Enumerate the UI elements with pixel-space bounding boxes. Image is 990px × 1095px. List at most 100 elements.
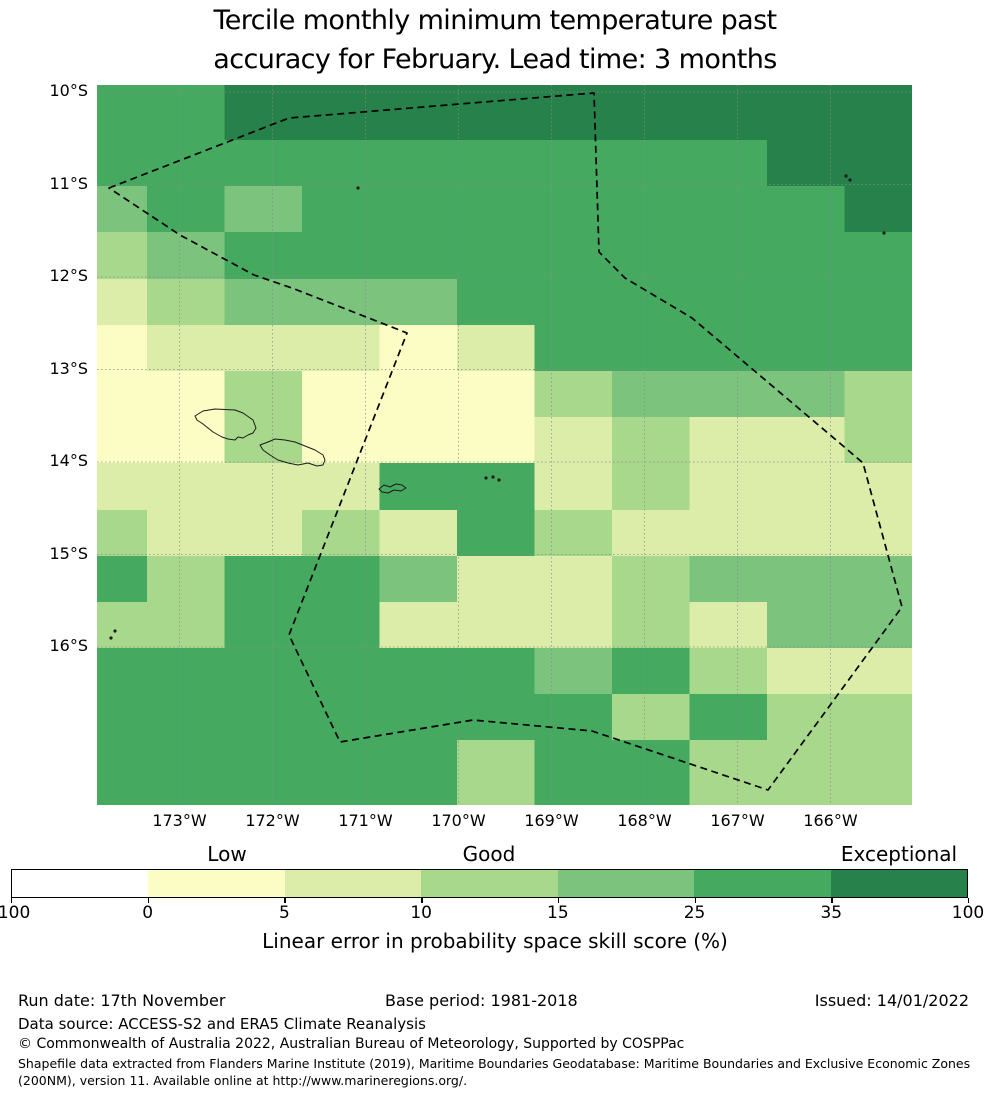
colorbar-tick-mark (284, 898, 286, 903)
footer-shapefile-note-line1: Shapefile data extracted from Flanders M… (18, 1056, 971, 1071)
grid-cell (302, 556, 380, 602)
grid-cell (97, 556, 147, 602)
grid-cell (97, 602, 147, 648)
grid-cell (97, 510, 147, 556)
grid-cell (97, 740, 147, 805)
grid-cell (534, 648, 612, 694)
small-islet-mark (497, 478, 501, 482)
grid-cell (534, 325, 612, 371)
grid-cell (767, 417, 845, 463)
grid-cell (689, 694, 767, 740)
y-tick-label: 16°S (49, 636, 88, 655)
grid-cell (612, 602, 690, 648)
grid-cell (844, 417, 912, 463)
grid-cell (379, 279, 457, 325)
grid-cell (689, 232, 767, 279)
grid-cell (379, 325, 457, 371)
grid-cell (534, 232, 612, 279)
grid-cell (302, 232, 380, 279)
x-tick-label: 172°W (245, 811, 300, 830)
grid-cell (534, 140, 612, 186)
grid-cell (534, 694, 612, 740)
grid-cell (379, 694, 457, 740)
grid-cell (457, 556, 535, 602)
grid-cell (844, 602, 912, 648)
grid-cell (844, 556, 912, 602)
grid-cell (302, 279, 380, 325)
grid-cell (147, 186, 225, 232)
eez-dashed-boundary (108, 92, 903, 791)
colorbar-tick-mark (557, 898, 560, 903)
grid-cell (302, 325, 380, 371)
grid-cell (147, 556, 225, 602)
grid-cell (147, 740, 225, 805)
grid-cell (224, 740, 302, 805)
grid-cell (379, 556, 457, 602)
grid-cell (302, 85, 380, 140)
grid-cell (224, 510, 302, 556)
map-plot-area (97, 85, 912, 805)
grid-cell (224, 232, 302, 279)
grid-cell (612, 556, 690, 602)
grid-cell (97, 140, 147, 186)
small-islet-mark (109, 636, 113, 640)
grid-cell (224, 602, 302, 648)
x-tick-label: 171°W (338, 811, 393, 830)
grid-cell (534, 279, 612, 325)
x-tick-label: 173°W (152, 811, 207, 830)
grid-cell (844, 232, 912, 279)
grid-cell (302, 186, 380, 232)
grid-cell (534, 602, 612, 648)
small-islet-mark (356, 186, 360, 190)
grid-cell (767, 186, 845, 232)
grid-cell (147, 510, 225, 556)
grid-cell (379, 602, 457, 648)
colorbar-tick-label: -100 (0, 903, 31, 923)
grid-cell (844, 371, 912, 417)
grid-cell (97, 694, 147, 740)
grid-cell (457, 602, 535, 648)
footer-run-date: Run date: 17th November (18, 991, 226, 1010)
footer-data-source: Data source: ACCESS-S2 and ERA5 Climate … (18, 1015, 426, 1033)
grid-cell (379, 232, 457, 279)
grid-cell (689, 556, 767, 602)
colorbar-tick-label: 15 (547, 903, 569, 923)
colorbar-segment (694, 870, 831, 897)
grid-cell (302, 510, 380, 556)
footer-shapefile-note-line2: (200NM), version 11. Available online at… (18, 1073, 468, 1088)
grid-cell (224, 279, 302, 325)
small-islet-mark (113, 629, 117, 633)
title-line-1: Tercile monthly minimum temperature past (213, 5, 777, 36)
grid-cell (97, 417, 147, 463)
colorbar-segment (421, 870, 558, 897)
grid-cell (379, 186, 457, 232)
grid-cell (224, 85, 302, 140)
grid-cell (147, 325, 225, 371)
grid-cell (612, 648, 690, 694)
grid-cell (379, 371, 457, 417)
grid-cell (534, 417, 612, 463)
colorbar-segment (557, 870, 695, 897)
colorbar-label-good: Good (462, 842, 516, 866)
grid-cell (689, 740, 767, 805)
x-tick-label: 169°W (524, 811, 579, 830)
grid-cell (689, 417, 767, 463)
grid-cell (689, 140, 767, 186)
x-tick-label: 167°W (710, 811, 765, 830)
tutuila-island-outline (378, 483, 407, 494)
colorbar-tick-label: 0 (142, 903, 154, 923)
grid-cell (612, 140, 690, 186)
grid-cell (379, 648, 457, 694)
grid-cell (224, 648, 302, 694)
skill-heatmap-svg (97, 85, 912, 805)
grid-cell (147, 694, 225, 740)
savaii-island-outline (194, 408, 257, 441)
grid-cell (379, 85, 457, 140)
grid-cell (379, 140, 457, 186)
y-tick-label: 12°S (49, 266, 88, 285)
grid-cell (457, 186, 535, 232)
grid-cell (767, 510, 845, 556)
grid-cell (97, 463, 147, 510)
grid-cell (767, 371, 845, 417)
